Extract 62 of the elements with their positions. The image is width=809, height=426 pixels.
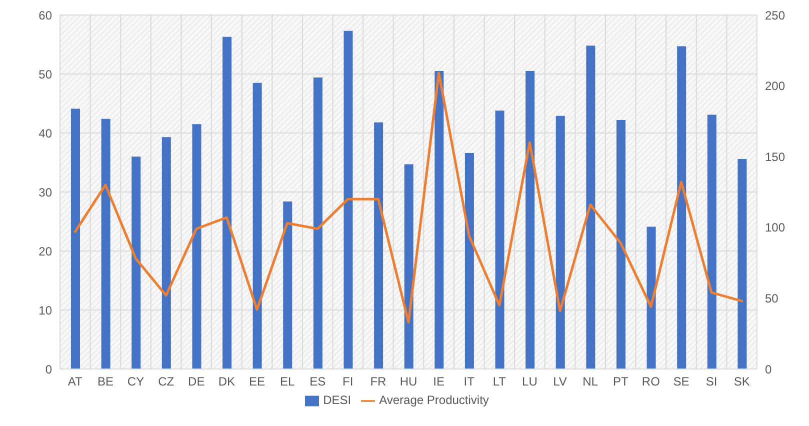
x-tick-label: SE <box>673 374 690 389</box>
x-tick-label: CZ <box>158 374 174 389</box>
y-tick-label: 30 <box>38 185 52 200</box>
x-tick-label: IT <box>464 374 476 389</box>
bar <box>283 201 292 369</box>
bar <box>616 120 626 369</box>
x-tick-label: EE <box>248 374 265 389</box>
y-tick-label: 40 <box>38 126 52 140</box>
x-tick-label: IE <box>433 374 444 389</box>
x-tick-label: ES <box>310 374 326 389</box>
x-tick-label: EL <box>280 374 295 389</box>
bar <box>646 226 656 369</box>
bar <box>434 71 444 369</box>
x-tick-label: RO <box>642 374 660 389</box>
bar <box>738 158 747 369</box>
bar <box>222 36 232 369</box>
x-tick-label: HU <box>400 374 418 389</box>
x-tick-label: LT <box>492 374 507 389</box>
bar <box>344 30 353 369</box>
bar <box>586 46 596 369</box>
bar <box>252 82 262 369</box>
y2-tick-label: 250 <box>765 8 786 22</box>
x-tick-label: DE <box>188 374 205 389</box>
bar <box>71 108 80 369</box>
bar <box>464 153 474 369</box>
y2-tick-label: 200 <box>765 79 786 94</box>
x-tick-label: LU <box>522 374 538 389</box>
y2-tick-label: 150 <box>765 150 786 164</box>
x-tick-label: SI <box>706 374 718 389</box>
bar <box>374 122 384 369</box>
bar <box>101 118 110 369</box>
y-tick-label: 50 <box>38 67 52 82</box>
x-tick-label: AT <box>68 374 84 389</box>
x-tick-label: SK <box>734 374 750 389</box>
bar <box>677 46 686 369</box>
x-tick-label: FR <box>370 374 387 389</box>
x-tick-label: DK <box>218 374 236 389</box>
legend-label: Average Productivity <box>379 393 489 407</box>
y-tick-label: 20 <box>38 244 52 258</box>
bar <box>526 71 535 369</box>
bar <box>192 124 202 369</box>
bar <box>313 78 322 369</box>
line-series <box>74 72 744 324</box>
bar <box>495 110 504 369</box>
y2-tick-label: 50 <box>765 291 779 306</box>
bar <box>707 114 716 369</box>
x-tick-label: BE <box>97 374 114 389</box>
bar <box>132 156 141 369</box>
y-tick-label: 60 <box>38 8 52 22</box>
y2-tick-label: 100 <box>765 220 786 235</box>
x-tick-label: NL <box>582 374 598 389</box>
y-tick-label: 0 <box>45 362 52 376</box>
x-tick-label: PT <box>612 374 629 389</box>
bar <box>162 137 171 369</box>
x-tick-label: LV <box>553 374 567 389</box>
y2-tick-label: 0 <box>765 362 772 376</box>
y-tick-label: 10 <box>38 303 52 318</box>
bar <box>404 164 414 369</box>
legend-label: DESI <box>323 393 352 407</box>
bar <box>556 116 565 369</box>
x-tick-label: FI <box>342 374 354 389</box>
x-tick-label: CY <box>127 374 144 389</box>
